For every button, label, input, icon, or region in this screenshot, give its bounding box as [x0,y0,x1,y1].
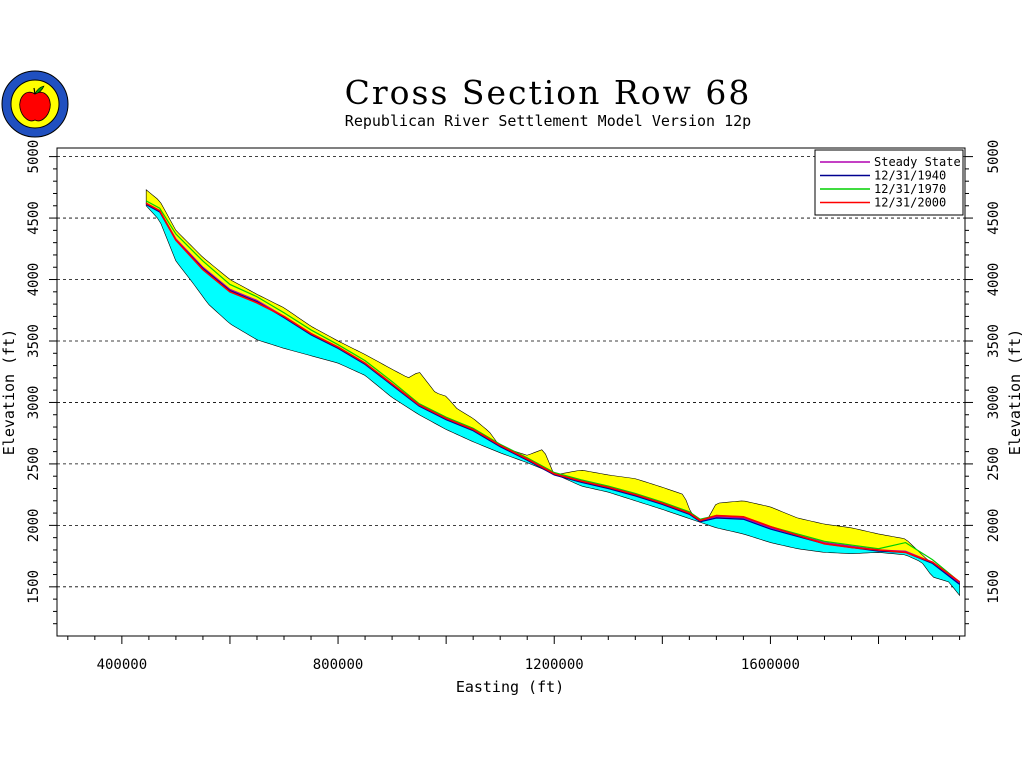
y-tick-label-left: 4000 [26,263,42,297]
y-tick-label-right: 1500 [986,570,1002,604]
y-tick-label-right: 4000 [986,263,1002,297]
y-tick-label-left: 3500 [26,324,42,358]
y-axis-title-left: Elevation (ft) [0,329,18,455]
y-tick-label-left: 1500 [26,570,42,604]
x-tick-label: 1200000 [525,657,584,673]
y-axis-title-right: Elevation (ft) [1006,329,1024,455]
legend-label-y2000: 12/31/2000 [874,196,946,210]
y-tick-label-left: 2500 [26,447,42,481]
y-tick-label-left: 5000 [26,140,42,174]
legend-label-y1970: 12/31/1970 [874,182,946,196]
legend-label-steady_state: Steady State [874,155,961,169]
legend: Steady State12/31/194012/31/197012/31/20… [814,149,964,216]
cross-section-fills [145,189,960,597]
y-axis-ticks: 1500 1500 2000 2000 2500 2500 3000 3000 3500 3500… [26,140,1002,625]
series-line-y2000 [145,202,961,583]
land-surface-fill [145,189,960,583]
y-tick-label-right: 2000 [986,509,1002,543]
legend-box [814,149,964,216]
y-tick-label-right: 4500 [986,201,1002,235]
y-tick-label-left: 3000 [26,386,42,420]
plot-frame [56,147,966,637]
series-line-y1970 [145,200,960,583]
x-tick-label: 800000 [313,657,364,673]
head-series [145,200,961,585]
y-tick-label-right: 3500 [986,324,1002,358]
y-tick-label-left: 4500 [26,201,42,235]
seal-logo [1,70,69,138]
y-tick-label-right: 5000 [986,140,1002,174]
y-tick-label-left: 2000 [26,509,42,543]
legend-label-y1940: 12/31/1940 [874,169,946,183]
x-tick-label: 400000 [97,657,148,673]
chart-subtitle: Republican River Settlement Model Versio… [345,112,751,130]
x-tick-label: 1600000 [741,657,800,673]
x-axis-title: Easting (ft) [456,678,564,696]
x-axis-ticks: 400000 800000 1200000 1600000 [67,636,961,673]
grid-lines [57,156,965,588]
chart-title: Cross Section Row 68 [345,73,752,112]
y-tick-label-right: 3000 [986,386,1002,420]
y-tick-label-right: 2500 [986,447,1002,481]
